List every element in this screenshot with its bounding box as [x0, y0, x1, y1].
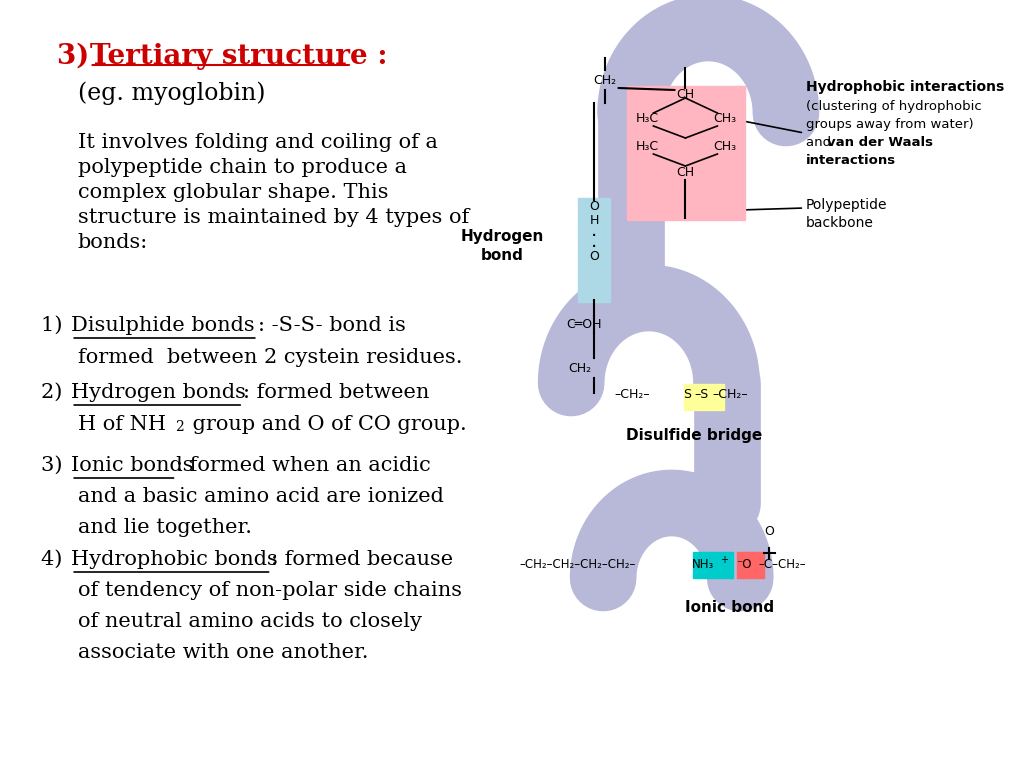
Text: C═OH: C═OH: [566, 318, 602, 331]
Text: and a basic amino acid are ionized: and a basic amino acid are ionized: [78, 487, 443, 506]
Text: Disulphide bonds: Disulphide bonds: [72, 316, 255, 335]
Text: Hydrophobic bonds: Hydrophobic bonds: [72, 550, 279, 569]
Text: 4): 4): [41, 550, 70, 569]
Text: Ionic bonds: Ionic bonds: [72, 456, 194, 475]
Text: (clustering of hydrophobic: (clustering of hydrophobic: [806, 100, 982, 113]
Text: H₃C: H₃C: [636, 112, 658, 125]
Text: H: H: [590, 214, 599, 227]
Text: H of NH: H of NH: [78, 415, 166, 434]
Text: 3): 3): [41, 456, 70, 475]
Text: of neutral amino acids to closely: of neutral amino acids to closely: [78, 612, 422, 631]
Text: CH₃: CH₃: [713, 140, 736, 153]
Text: : -S-S- bond is: : -S-S- bond is: [258, 316, 406, 335]
Text: –C–CH₂–: –C–CH₂–: [759, 558, 806, 571]
Text: groups away from water): groups away from water): [806, 118, 974, 131]
Text: It involves folding and coiling of a
polypeptide chain to produce a
complex glob: It involves folding and coiling of a pol…: [78, 133, 469, 252]
Text: ⁻O: ⁻O: [736, 558, 752, 571]
FancyBboxPatch shape: [736, 552, 764, 578]
Text: CH₂: CH₂: [594, 74, 616, 87]
Text: ·: ·: [591, 227, 597, 246]
Text: CH₂: CH₂: [568, 362, 592, 375]
Text: Ionic bond: Ionic bond: [685, 600, 774, 615]
Text: : formed between: : formed between: [243, 383, 429, 402]
Text: O: O: [589, 250, 599, 263]
Text: formed  between 2 cystein residues.: formed between 2 cystein residues.: [78, 348, 462, 367]
Text: 1): 1): [41, 316, 70, 335]
Text: –CH₂–CH₂–CH₂–CH₂–: –CH₂–CH₂–CH₂–CH₂–: [519, 558, 636, 571]
Text: 2): 2): [41, 383, 70, 402]
Text: backbone: backbone: [806, 216, 873, 230]
Text: ·: ·: [591, 238, 597, 257]
Text: : formed because: : formed because: [271, 550, 454, 569]
FancyBboxPatch shape: [692, 552, 733, 578]
Text: group and O of CO group.: group and O of CO group.: [186, 415, 467, 434]
Text: associate with one another.: associate with one another.: [78, 643, 369, 662]
Text: CH: CH: [676, 88, 694, 101]
Text: : formed when an acidic: : formed when an acidic: [176, 456, 431, 475]
Text: (eg. myoglobin): (eg. myoglobin): [78, 81, 265, 104]
Text: Polypeptide: Polypeptide: [806, 198, 888, 212]
Text: 2: 2: [175, 420, 184, 434]
Text: Disulfide bridge: Disulfide bridge: [627, 428, 763, 443]
Text: –S: –S: [694, 389, 709, 402]
Text: 3): 3): [56, 43, 98, 70]
Text: Tertiary structure :: Tertiary structure :: [89, 43, 387, 70]
Text: NH₃: NH₃: [692, 558, 714, 571]
Text: van der Waals: van der Waals: [827, 136, 933, 149]
Text: –CH₂–: –CH₂–: [713, 389, 749, 402]
Text: and lie together.: and lie together.: [78, 518, 252, 537]
Text: interactions: interactions: [806, 154, 896, 167]
Text: CH: CH: [676, 166, 694, 179]
FancyBboxPatch shape: [627, 86, 744, 220]
Text: of tendency of non-polar side chains: of tendency of non-polar side chains: [78, 581, 462, 600]
FancyBboxPatch shape: [684, 384, 724, 410]
Text: Hydrophobic interactions: Hydrophobic interactions: [806, 80, 1005, 94]
Text: and: and: [806, 136, 836, 149]
Text: S: S: [683, 389, 690, 402]
Text: Hydrogen bonds: Hydrogen bonds: [72, 383, 246, 402]
FancyBboxPatch shape: [579, 198, 609, 302]
Text: –CH₂–: –CH₂–: [614, 389, 650, 402]
Text: O: O: [765, 525, 774, 538]
Text: O: O: [589, 200, 599, 213]
Text: Hydrogen
bond: Hydrogen bond: [461, 229, 545, 263]
Text: +: +: [720, 555, 728, 565]
Text: H₃C: H₃C: [636, 140, 658, 153]
Text: CH₃: CH₃: [713, 112, 736, 125]
